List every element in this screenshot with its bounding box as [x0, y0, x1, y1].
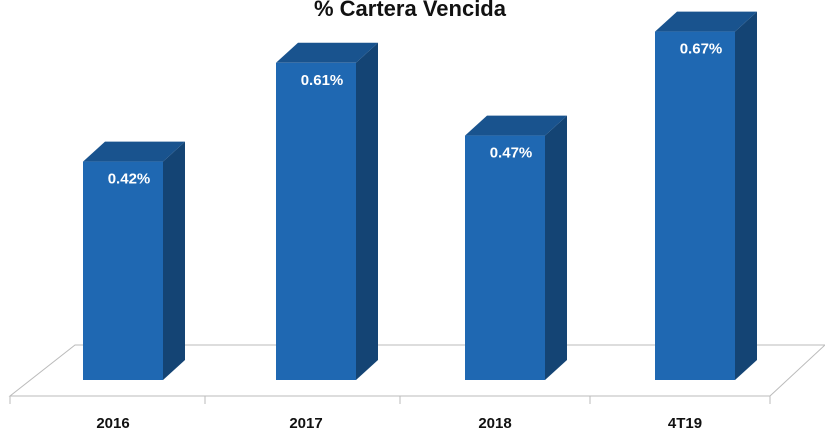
chart-title: % Cartera Vencida	[314, 0, 507, 21]
bar	[276, 62, 356, 381]
value-label: 0.42%	[108, 171, 151, 188]
x-tick-label: 2017	[289, 415, 322, 432]
bar-top	[465, 115, 567, 136]
value-label: 0.61%	[301, 72, 344, 89]
bar-side	[356, 42, 378, 381]
bar	[655, 31, 735, 380]
bar	[465, 135, 545, 380]
x-tick-label: 2016	[96, 415, 129, 432]
bar	[83, 161, 163, 380]
bar-top	[83, 141, 185, 162]
value-label: 0.47%	[490, 145, 533, 162]
bar-side	[735, 11, 757, 380]
floor	[8, 344, 825, 397]
value-label: 0.67%	[680, 41, 723, 58]
x-tick-label: 2018	[478, 415, 511, 432]
bar-top	[655, 11, 757, 32]
bar-side	[545, 115, 567, 380]
x-tick-label: 4T19	[668, 415, 702, 432]
bar-side	[163, 141, 185, 380]
bar-top	[276, 42, 378, 63]
